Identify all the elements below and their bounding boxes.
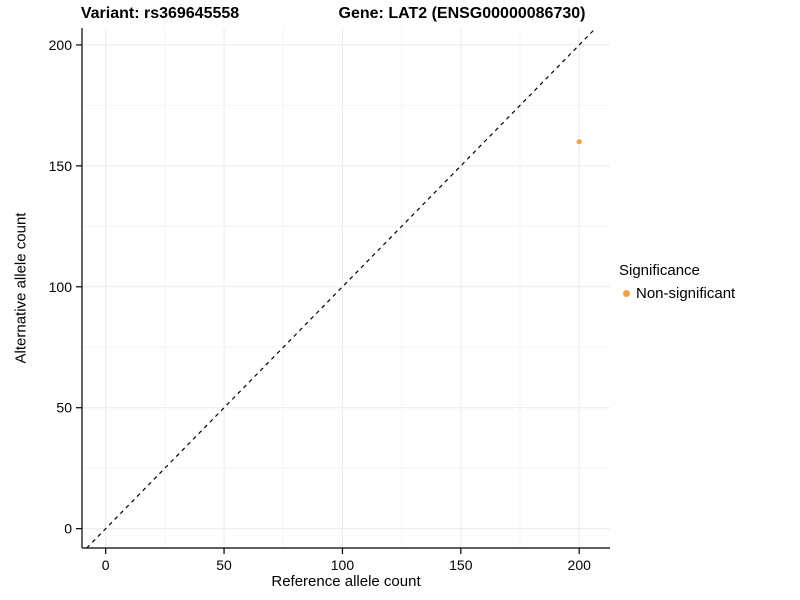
x-tick-label: 0 xyxy=(102,557,110,573)
plot-panel xyxy=(82,28,610,548)
x-tick-label: 100 xyxy=(331,557,355,573)
legend: Significance Non-significant xyxy=(619,262,735,302)
legend-entry: Non-significant xyxy=(619,285,735,302)
legend-title: Significance xyxy=(619,262,700,279)
identity-line xyxy=(86,27,597,549)
y-tick-label: 150 xyxy=(49,158,73,174)
x-tick-label: 50 xyxy=(216,557,232,573)
y-axis-label: Alternative allele count xyxy=(12,212,30,364)
y-tick-label: 0 xyxy=(64,521,72,537)
plot-title-gene: Gene: LAT2 (ENSG00000086730) xyxy=(338,5,586,22)
data-point xyxy=(576,139,582,145)
legend-entry-label: Non-significant xyxy=(636,285,736,302)
y-tick-label: 50 xyxy=(56,400,72,416)
plot-title-variant: Variant: rs369645558 xyxy=(80,5,240,22)
y-tick-label: 200 xyxy=(49,37,73,53)
y-tick-label: 100 xyxy=(49,279,73,295)
legend-marker-dot xyxy=(623,290,630,297)
x-tick-label: 150 xyxy=(449,557,473,573)
x-tick-label: 200 xyxy=(568,557,592,573)
x-axis-label: Reference allele count xyxy=(271,573,421,590)
